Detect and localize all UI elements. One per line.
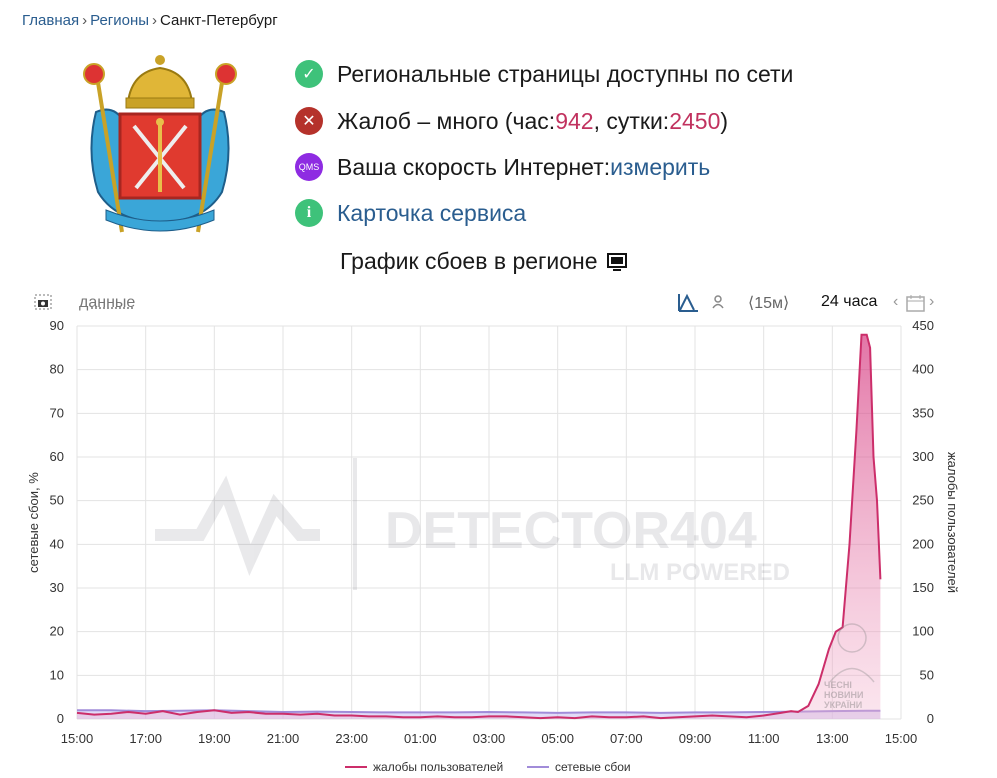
y-right-axis-title: жалобы пользователей [945,452,960,593]
watermark: DETECTOR404 LLM POWERED [155,458,790,590]
y-right-tick-label: 300 [912,449,934,464]
breadcrumb-current: Санкт-Петербург [160,12,278,29]
watermark-title: DETECTOR404 [385,502,757,560]
speed-measure-link[interactable]: измерить [610,153,711,180]
y-right-tick-label: 100 [912,624,934,639]
x-tick-label: 15:00 [885,731,918,746]
calendar-icon[interactable] [906,294,926,312]
legend-swatch-failures [527,766,549,768]
y-right-tick-label: 250 [912,493,934,508]
breadcrumb-regions-link[interactable]: Регионы [90,12,150,29]
monitor-icon [606,252,627,271]
y-right-tick-label: 150 [912,580,934,595]
legend-label-complaints: жалобы пользователей [373,760,504,774]
area-chart-toggle-icon[interactable] [677,292,699,312]
y-right-tick-label: 450 [912,318,934,333]
status-available-text: Региональные страницы доступны по сети [337,60,794,87]
svg-text:НОВИНИ: НОВИНИ [824,690,863,700]
check-circle-icon: ✓ [295,60,323,88]
complaints-line [76,333,882,720]
x-tick-label: 19:00 [198,731,231,746]
x-circle-icon: ✕ [295,107,323,135]
chevron-right-icon[interactable]: › [929,293,935,310]
data-link[interactable]: данные [79,294,136,311]
news-badge-watermark: ЧЕСНІ НОВИНИ УКРАЇНИ [824,623,875,710]
y-right-tick-label: 50 [920,667,934,682]
interval-15m-button[interactable]: ⟨15м⟩ [748,295,790,312]
y-right-tick-label: 200 [912,536,934,551]
interval-24h-button[interactable]: 24 часа [821,293,878,310]
chart-series [76,333,882,720]
info-circle-icon: i [295,199,323,227]
breadcrumb-home-link[interactable]: Главная [22,12,80,29]
x-tick-label: 13:00 [816,731,849,746]
x-tick-label: 17:00 [129,731,162,746]
qms-icon: QMS [295,153,323,181]
y-left-tick-label: 80 [50,362,64,377]
x-tick-label: 21:00 [267,731,300,746]
status-speed: QMS Ваша скорость Интернет: измерить [295,153,710,181]
legend-item-failures[interactable]: сетевые сбои [527,760,631,774]
y-left-tick-label: 0 [57,711,64,726]
x-tick-label: 03:00 [473,731,506,746]
x-tick-label: 01:00 [404,731,437,746]
camera-icon[interactable] [34,294,52,310]
chevron-right-icon: › [82,12,88,29]
y-left-tick-label: 70 [50,405,64,420]
complaints-suffix: ) [720,107,729,134]
status-complaints: ✕ Жалоб – много (час: 942, сутки: 2450) [295,107,728,135]
y-left-tick-label: 30 [50,580,64,595]
svg-text:УКРАЇНИ: УКРАЇНИ [824,700,862,710]
legend-label-failures: сетевые сбои [555,760,631,774]
y-left-tick-label: 10 [50,667,64,682]
user-icon[interactable] [711,294,725,309]
chart-title-text: График сбоев в регионе [340,248,598,274]
chevron-left-icon[interactable]: ‹ [893,293,899,310]
complaints-day-value: 2450 [669,107,721,134]
y-right-tick-label: 0 [927,711,934,726]
outage-chart: DETECTOR404 LLM POWERED ЧЕСНІ НОВИНИ УКР… [26,318,960,746]
speed-label: Ваша скорость Интернет: [337,153,611,180]
y-left-tick-label: 90 [50,318,64,333]
svg-text:ЧЕСНІ: ЧЕСНІ [824,680,852,690]
y-right-tick-label: 350 [912,405,934,420]
y-left-tick-label: 50 [50,493,64,508]
y-left-tick-label: 40 [50,536,64,551]
chevron-right-icon: › [152,12,158,29]
coat-of-arms-logo [83,55,237,233]
legend-item-complaints[interactable]: жалобы пользователей [345,760,503,774]
complaints-mid: , сутки: [593,107,670,134]
complaints-hour-value: 942 [555,107,594,134]
legend-swatch-complaints [345,766,367,768]
watermark-subtitle: LLM POWERED [610,559,790,586]
x-tick-label: 07:00 [610,731,643,746]
chart-title: График сбоев в регионе [340,248,627,275]
y-right-tick-label: 400 [912,362,934,377]
complaints-prefix: Жалоб – много (час: [337,107,556,134]
x-tick-label: 09:00 [679,731,712,746]
x-tick-label: 05:00 [541,731,574,746]
y-left-axis-title: сетевые сбои, % [26,472,41,573]
status-service-card[interactable]: i Карточка сервиса [295,199,526,227]
x-tick-label: 11:00 [748,731,780,746]
status-available: ✓ Региональные страницы доступны по сети [295,60,793,88]
x-tick-label: 23:00 [335,731,368,746]
breadcrumb: Главная › Регионы › Санкт-Петербург [22,12,278,29]
x-tick-label: 15:00 [61,731,94,746]
y-left-tick-label: 60 [50,449,64,464]
y-left-tick-label: 20 [50,624,64,639]
chart-axes: 0 0 10 50 20 100 30 150 40 200 50 250 60 300 70 350 80 40… [26,318,960,746]
service-card-link[interactable]: Карточка сервиса [337,199,527,226]
